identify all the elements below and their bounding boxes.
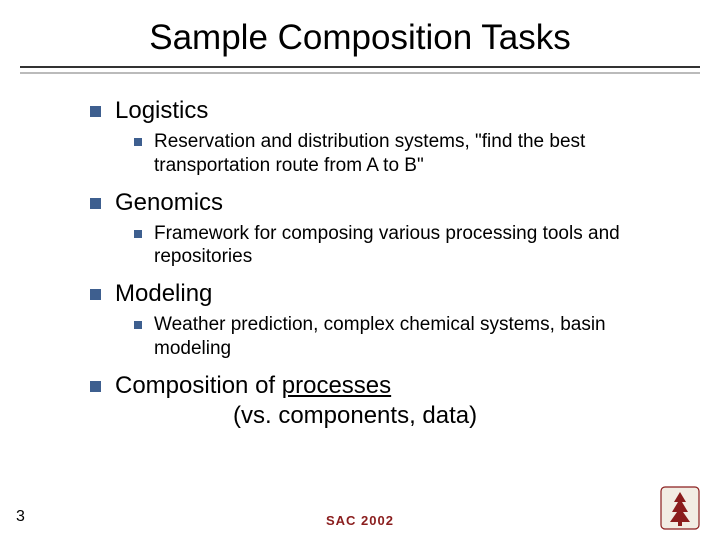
sub-list-item: Framework for composing various processi… bbox=[134, 222, 680, 270]
list-item: Genomics Framework for composing various… bbox=[90, 188, 680, 270]
logo-icon bbox=[660, 486, 700, 530]
square-bullet-icon bbox=[134, 230, 142, 238]
square-bullet-icon bbox=[90, 381, 101, 392]
square-bullet-icon bbox=[90, 198, 101, 209]
sub-list-text: Framework for composing various processi… bbox=[154, 222, 680, 270]
square-bullet-icon bbox=[90, 106, 101, 117]
footer-text: SAC 2002 bbox=[0, 513, 720, 528]
slide: Sample Composition Tasks Logistics Reser… bbox=[0, 0, 720, 540]
list-item-label: Modeling bbox=[115, 279, 212, 309]
title-rule bbox=[20, 66, 700, 68]
square-bullet-icon bbox=[134, 321, 142, 329]
list-item-label: Genomics bbox=[115, 188, 223, 218]
list-item-label: Composition of processes(vs. components,… bbox=[115, 371, 477, 431]
sub-list-item: Weather prediction, complex chemical sys… bbox=[134, 313, 680, 361]
content-area: Logistics Reservation and distribution s… bbox=[0, 74, 720, 431]
list-item-label: Logistics bbox=[115, 96, 208, 126]
list-item: Modeling Weather prediction, complex che… bbox=[90, 279, 680, 361]
slide-title: Sample Composition Tasks bbox=[0, 0, 720, 66]
sub-list-item: Reservation and distribution systems, "f… bbox=[134, 130, 680, 178]
sub-list-text: Reservation and distribution systems, "f… bbox=[154, 130, 680, 178]
square-bullet-icon bbox=[134, 138, 142, 146]
sub-list-text: Weather prediction, complex chemical sys… bbox=[154, 313, 680, 361]
list-item: Logistics Reservation and distribution s… bbox=[90, 96, 680, 178]
square-bullet-icon bbox=[90, 289, 101, 300]
list-item: Composition of processes(vs. components,… bbox=[90, 371, 680, 431]
